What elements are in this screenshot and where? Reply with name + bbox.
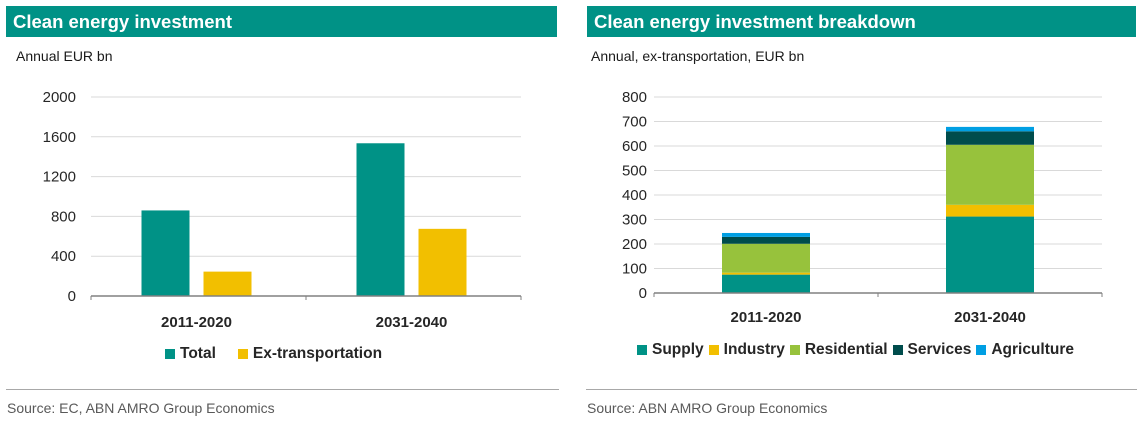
- y-tick-label: 500: [622, 163, 647, 180]
- bar-segment-supply-2011-2020: [722, 274, 810, 293]
- y-tick-label: 800: [51, 208, 76, 225]
- bar-ex-transportation-2011-2020: [203, 271, 252, 296]
- bar-segment-supply-2031-2040: [946, 216, 1034, 293]
- legend-label: Supply: [652, 341, 704, 358]
- y-tick-label: 800: [622, 89, 647, 106]
- divider: [6, 389, 559, 390]
- chart-legend: Supply Industry Residential Services Agricul…: [637, 341, 1074, 359]
- legend-label: Ex-transportation: [252, 345, 383, 362]
- y-tick-label: 700: [622, 114, 647, 131]
- y-tick-label: 0: [639, 285, 647, 302]
- y-tick-label: 1600: [43, 129, 76, 146]
- clustered-bar-chart: 0 400 800 1200 1600 2000 2011-2020 2031-2040: [43, 89, 522, 331]
- legend-swatch: [892, 345, 903, 355]
- left-chart-panel: Clean energy investment Annual EUR bn 0 4…: [0, 0, 560, 422]
- y-tick-label: 100: [622, 261, 647, 278]
- legend-item-services: Services: [892, 341, 972, 359]
- bar-segment-industry-2031-2040: [946, 204, 1034, 217]
- chart-legend: Total Ex-transportation: [165, 345, 382, 363]
- legend-item-total: Total: [165, 345, 216, 363]
- chart-subtitle: Annual, ex-transportation, EUR bn: [591, 48, 805, 64]
- bar-segment-services-2011-2020: [722, 236, 810, 244]
- x-category-label: 2011-2020: [161, 314, 232, 331]
- source-note: Source: EC, ABN AMRO Group Economics: [7, 400, 275, 416]
- y-tick-label: 200: [622, 236, 647, 253]
- bar-segment-residential-2031-2040: [946, 144, 1034, 205]
- bar-segment-agriculture-2031-2040: [946, 126, 1034, 132]
- legend-swatch: [976, 345, 987, 355]
- legend-swatch: [789, 345, 800, 355]
- legend-item-residential: Residential: [789, 341, 888, 359]
- legend-swatch: [237, 349, 248, 359]
- legend-label: Residential: [804, 341, 888, 358]
- chart-title: Clean energy investment breakdown: [587, 6, 1136, 37]
- legend-item-industry: Industry: [708, 341, 785, 359]
- y-tick-label: 0: [68, 288, 76, 305]
- y-tick-label: 300: [622, 212, 647, 229]
- source-note: Source: ABN AMRO Group Economics: [587, 400, 828, 416]
- legend-item-supply: Supply: [637, 341, 704, 359]
- legend-item-ex-transportation: Ex-transportation: [237, 345, 383, 363]
- legend-label: Total: [180, 345, 216, 362]
- bar-ex-transportation-2031-2040: [418, 228, 467, 296]
- chart-title: Clean energy investment: [6, 6, 557, 37]
- x-category-label: 2031-2040: [376, 314, 448, 331]
- bar-segment-industry-2011-2020: [722, 272, 810, 275]
- right-chart-panel: Clean energy investment breakdown Annual…: [584, 0, 1141, 422]
- legend-item-agriculture: Agriculture: [976, 341, 1074, 359]
- legend-swatch: [637, 345, 647, 355]
- y-tick-label: 400: [51, 248, 76, 265]
- legend-swatch: [708, 345, 719, 355]
- bar-total-2031-2040: [356, 143, 405, 296]
- y-tick-label: 1200: [43, 169, 76, 186]
- legend-label: Industry: [723, 341, 785, 358]
- y-tick-label: 600: [622, 138, 647, 155]
- x-category-label: 2011-2020: [731, 309, 802, 326]
- bar-segment-residential-2011-2020: [722, 243, 810, 273]
- legend-label: Services: [907, 341, 972, 358]
- chart-subtitle: Annual EUR bn: [16, 48, 113, 64]
- x-category-label: 2031-2040: [954, 309, 1026, 326]
- bar-total-2011-2020: [141, 210, 190, 296]
- bar-segment-services-2031-2040: [946, 131, 1034, 145]
- y-tick-label: 2000: [43, 89, 76, 106]
- bar-segment-agriculture-2011-2020: [722, 232, 810, 237]
- divider: [586, 389, 1137, 390]
- y-tick-label: 400: [622, 187, 647, 204]
- legend-label: Agriculture: [991, 341, 1074, 358]
- stacked-bar-chart: 0 100 200 300 400 500 600 700 800 2011-2020 2031-2…: [622, 89, 1103, 326]
- legend-swatch: [165, 349, 175, 359]
